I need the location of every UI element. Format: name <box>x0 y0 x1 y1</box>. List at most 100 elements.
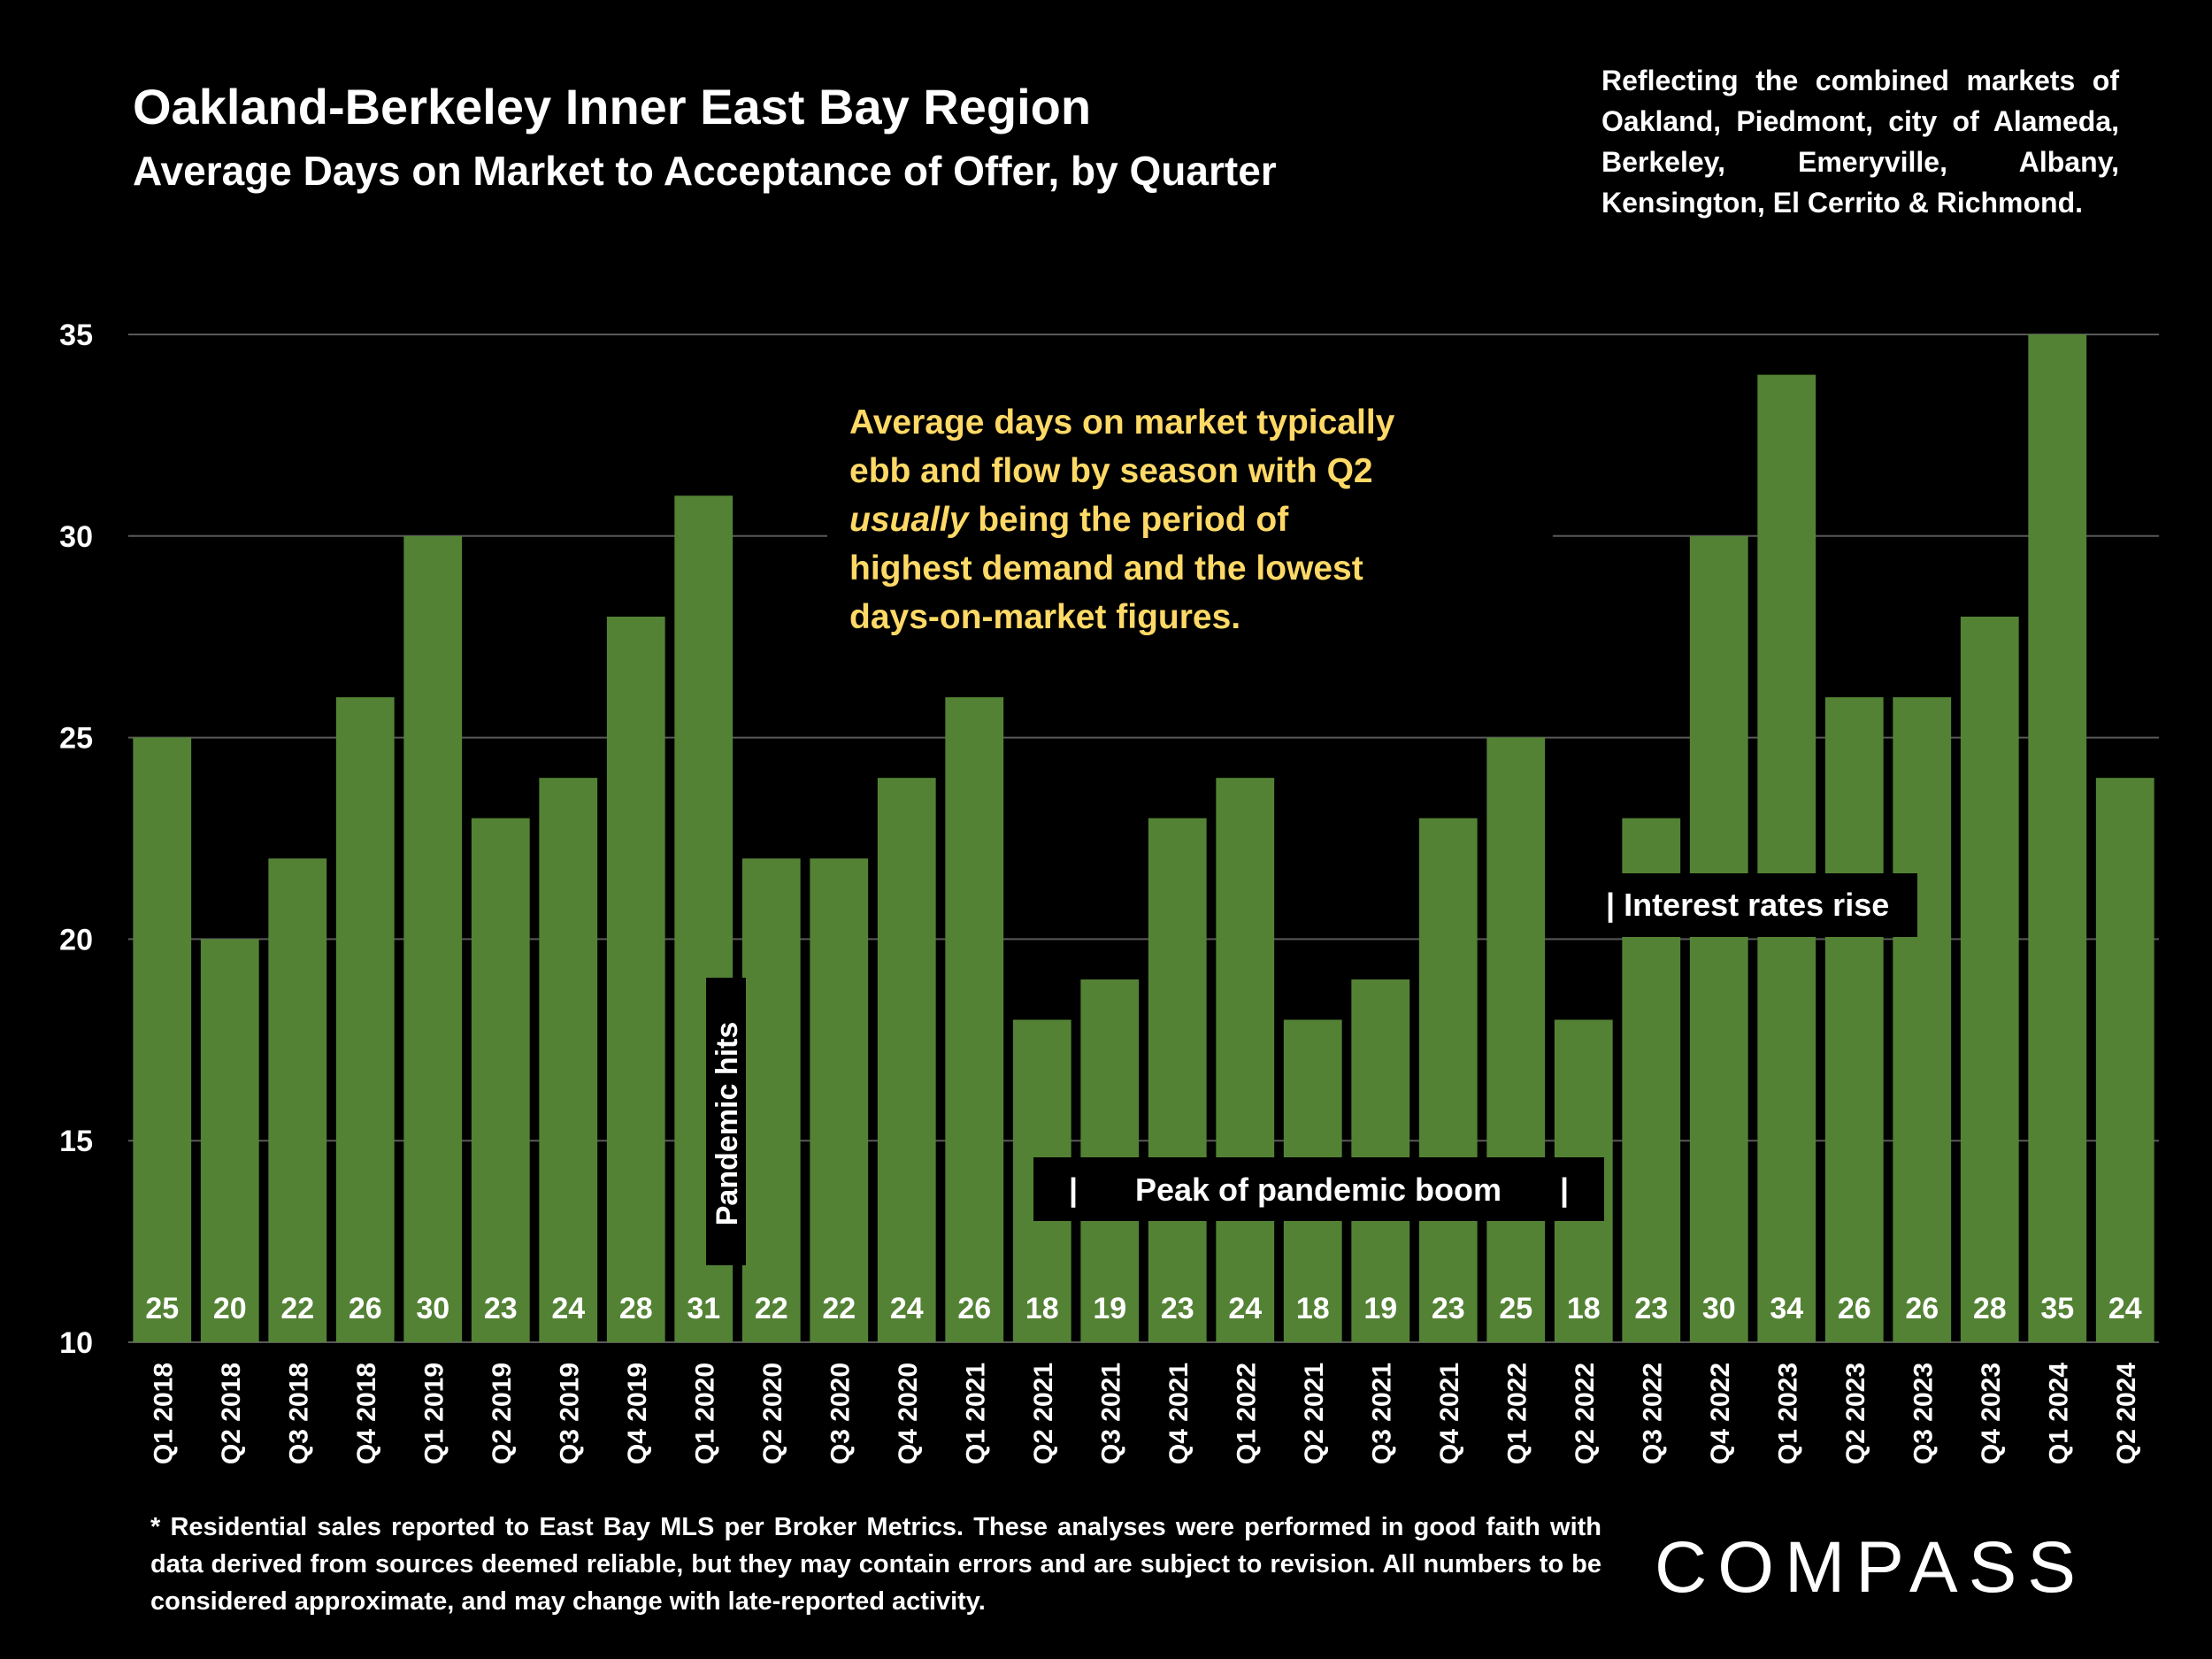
footnote: * Residential sales reported to East Bay… <box>150 1513 1601 1616</box>
bar <box>471 818 530 1342</box>
x-tick-label: Q1 2019 <box>419 1363 449 1464</box>
y-axis-tick-labels: 10 15 20 25 30 35 <box>59 319 93 1360</box>
bar-value-label: 24 <box>2108 1292 2142 1325</box>
x-tick-label: Q3 2018 <box>284 1363 313 1464</box>
x-tick-label: Q2 2019 <box>488 1363 517 1464</box>
seasonality-line: ebb and flow by season with Q2 <box>849 452 1373 490</box>
x-tick-label: Q4 2023 <box>1977 1363 2006 1464</box>
chart-title: Oakland-Berkeley Inner East Bay Region <box>133 79 1092 134</box>
bar-value-label: 25 <box>1499 1292 1532 1325</box>
peak-pandemic-boom-label: Peak of pandemic boom <box>1135 1171 1502 1208</box>
bar-value-label: 18 <box>1025 1292 1059 1325</box>
bar <box>1216 778 1275 1342</box>
y-tick-label: 25 <box>59 722 93 756</box>
bar <box>945 697 1004 1342</box>
x-tick-label: Q2 2018 <box>217 1363 246 1464</box>
x-tick-label: Q1 2020 <box>690 1363 719 1464</box>
bar-value-label: 35 <box>2040 1292 2074 1325</box>
x-tick-label: Q4 2022 <box>1706 1363 1735 1464</box>
x-tick-label: Q3 2023 <box>1909 1363 1938 1464</box>
bar <box>539 778 598 1342</box>
seasonality-fragment: usually <box>849 501 971 539</box>
bar-value-label: 26 <box>349 1292 382 1325</box>
bar-value-label: 30 <box>1702 1292 1736 1325</box>
x-tick-label: Q3 2019 <box>555 1363 584 1464</box>
bar-value-label: 20 <box>213 1292 247 1325</box>
x-tick-label: Q1 2018 <box>149 1363 178 1464</box>
bar <box>133 737 192 1342</box>
bar-value-label: 24 <box>1228 1292 1262 1325</box>
x-tick-label: Q1 2021 <box>961 1363 990 1464</box>
bar <box>335 697 395 1342</box>
x-tick-label: Q1 2024 <box>2044 1363 2073 1464</box>
bar <box>2095 778 2154 1342</box>
bar <box>1486 737 1546 1342</box>
seasonality-line: Average days on market typically <box>849 403 1395 442</box>
bar-value-label: 30 <box>416 1292 449 1325</box>
bar-value-labels: 25 20 22 26 30 23 24 28 31 22 22 24 26 18 19 23 24 18 19 23… <box>145 1292 2141 1325</box>
bar-value-label: 22 <box>280 1292 314 1325</box>
bar-value-label: 34 <box>1770 1292 1803 1325</box>
market-coverage-note: Reflecting the combined markets of Oakla… <box>1601 65 2119 219</box>
bar <box>1893 697 1952 1342</box>
x-tick-label: Q3 2020 <box>826 1363 855 1464</box>
bar <box>1418 818 1478 1342</box>
bar <box>403 535 463 1342</box>
bars <box>133 334 2154 1342</box>
interest-rates-box <box>1590 873 1917 937</box>
bar-value-label: 22 <box>755 1292 788 1325</box>
seasonality-line: days-on-market figures. <box>849 598 1240 636</box>
bar-value-label: 28 <box>1973 1292 2007 1325</box>
y-tick-label: 15 <box>59 1125 93 1158</box>
bar <box>1689 535 1748 1342</box>
bar-value-label: 23 <box>1634 1292 1668 1325</box>
bar <box>200 939 259 1342</box>
bar-value-label: 19 <box>1093 1292 1126 1325</box>
bar-value-label: 26 <box>1905 1292 1939 1325</box>
bar-value-label: 18 <box>1567 1292 1601 1325</box>
x-tick-label: Q1 2023 <box>1773 1363 1802 1464</box>
x-tick-label: Q4 2021 <box>1435 1363 1464 1464</box>
bar <box>606 616 665 1342</box>
bar-value-label: 18 <box>1296 1292 1330 1325</box>
bar-value-label: 22 <box>822 1292 856 1325</box>
bar-value-label: 26 <box>957 1292 991 1325</box>
seasonality-annotation: Average days on market typically ebb and … <box>849 403 1395 636</box>
bar-value-label: 23 <box>484 1292 518 1325</box>
seasonality-fragment: being the period of <box>968 501 1289 539</box>
x-axis-tick-labels: Q1 2018 Q2 2018 Q3 2018 Q4 2018 Q1 2019 Q2 20… <box>149 1363 2141 1464</box>
x-tick-label: Q2 2021 <box>1029 1363 1058 1464</box>
bar <box>810 858 869 1342</box>
pandemic-hits-label: Pandemic hits <box>710 1022 744 1226</box>
seasonality-annotation-box <box>827 389 1553 602</box>
x-tick-label: Q2 2023 <box>1841 1363 1870 1464</box>
bar-value-label: 31 <box>687 1292 720 1325</box>
x-tick-label: Q3 2022 <box>1638 1363 1667 1464</box>
bar <box>877 778 936 1342</box>
chart-subtitle: Average Days on Market to Acceptance of … <box>133 148 1277 194</box>
seasonality-line: highest demand and the lowest <box>849 549 1363 588</box>
peak-bracket-right: | <box>1560 1171 1569 1209</box>
bar-value-label: 26 <box>1838 1292 1871 1325</box>
bar <box>1960 616 2019 1342</box>
bar-value-label: 19 <box>1363 1292 1397 1325</box>
bar <box>1757 374 1816 1342</box>
x-tick-label: Q1 2022 <box>1502 1363 1532 1464</box>
x-tick-label: Q4 2019 <box>623 1363 652 1464</box>
bar-value-label: 28 <box>619 1292 653 1325</box>
bar-value-label: 24 <box>890 1292 924 1325</box>
pandemic-hits-box <box>706 978 746 1265</box>
peak-pandemic-boom-box <box>1033 1157 1604 1221</box>
x-tick-label: Q2 2020 <box>758 1363 787 1464</box>
bar <box>1824 697 1884 1342</box>
x-tick-label: Q1 2022 <box>1232 1363 1261 1464</box>
x-tick-label: Q3 2021 <box>1096 1363 1125 1464</box>
bar-value-label: 24 <box>551 1292 585 1325</box>
bar <box>268 858 327 1342</box>
bar <box>1148 818 1207 1342</box>
x-tick-label: Q4 2021 <box>1164 1363 1194 1464</box>
x-tick-label: Q3 2021 <box>1367 1363 1396 1464</box>
y-tick-label: 10 <box>59 1326 93 1360</box>
compass-logo: COMPASS <box>1655 1527 2086 1608</box>
x-tick-label: Q4 2018 <box>352 1363 381 1464</box>
